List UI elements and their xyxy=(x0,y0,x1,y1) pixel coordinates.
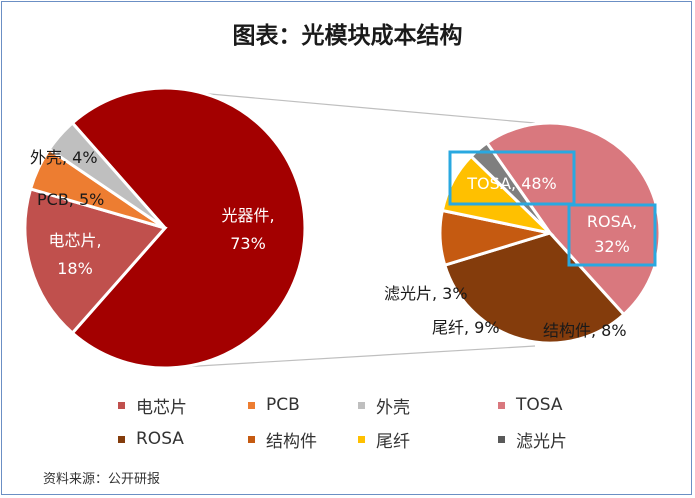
legend-label: PCB xyxy=(266,395,300,415)
legend-item-weixian: 尾纤 xyxy=(358,428,498,452)
legend: 电芯片 PCB 外壳 TOSA ROSA 结构件 尾纤 滤光片 xyxy=(118,394,638,452)
legend-swatch xyxy=(358,435,365,443)
connector-line-top xyxy=(164,89,536,124)
pie-slice-TOSA xyxy=(484,121,662,317)
legend-item-pcb: PCB xyxy=(248,394,358,416)
pie-slice-光器件 xyxy=(70,86,307,370)
legend-swatch xyxy=(118,435,125,443)
label-jiegoujian: 结构件, 8% xyxy=(543,321,627,340)
legend-swatch xyxy=(248,435,255,443)
legend-label: ROSA xyxy=(136,429,184,449)
pie-slice-外壳 xyxy=(47,120,167,230)
label-weixian: 尾纤, 9% xyxy=(432,318,500,337)
legend-swatch xyxy=(118,401,125,409)
legend-item-rosa: ROSA xyxy=(118,428,248,450)
legend-item-tosa: TOSA xyxy=(498,394,628,416)
chart-title: 图表：光模块成本结构 xyxy=(232,23,463,49)
label-rosa-1: ROSA, xyxy=(587,212,637,231)
legend-swatch xyxy=(498,435,505,443)
legend-item-waike: 外壳 xyxy=(358,394,498,418)
legend-label: 电芯片 xyxy=(136,397,187,418)
pie-slice-滤光片 xyxy=(469,140,552,235)
label-lvguangpian: 滤光片, 3% xyxy=(384,284,468,303)
label-dianxinpian-1: 电芯片, xyxy=(48,231,101,250)
legend-label: TOSA xyxy=(516,395,563,415)
pie-slice-电芯片 xyxy=(23,187,168,336)
tosa-highlight-box xyxy=(448,150,576,206)
label-dianxinpian-2: 18% xyxy=(57,259,93,278)
pie-slice-ROSA xyxy=(442,231,627,345)
legend-item-dianxinpian: 电芯片 xyxy=(118,394,248,418)
legend-swatch xyxy=(358,401,365,409)
connector-line-bottom xyxy=(164,345,536,369)
rosa-highlight-box xyxy=(567,203,657,267)
main-pie xyxy=(23,86,307,370)
label-guangqijian-2: 73% xyxy=(230,234,266,253)
legend-swatch xyxy=(498,401,505,409)
legend-item-lvguangpian: 滤光片 xyxy=(498,428,628,452)
breakdown-pie xyxy=(438,121,662,345)
legend-label: 尾纤 xyxy=(376,431,410,452)
legend-label: 外壳 xyxy=(376,397,410,418)
label-rosa-2: 32% xyxy=(594,237,630,256)
label-waike: 外壳, 4% xyxy=(30,148,98,167)
source-note: 资料来源：公开研报 xyxy=(43,472,161,487)
legend-label: 滤光片 xyxy=(516,431,567,452)
legend-item-jiegoujian: 结构件 xyxy=(248,428,358,452)
label-tosa: TOSA, 48% xyxy=(466,174,557,193)
legend-label: 结构件 xyxy=(266,431,317,452)
label-guangqijian-1: 光器件, xyxy=(221,206,274,225)
legend-swatch xyxy=(248,401,255,409)
label-pcb: PCB, 5% xyxy=(37,190,104,209)
